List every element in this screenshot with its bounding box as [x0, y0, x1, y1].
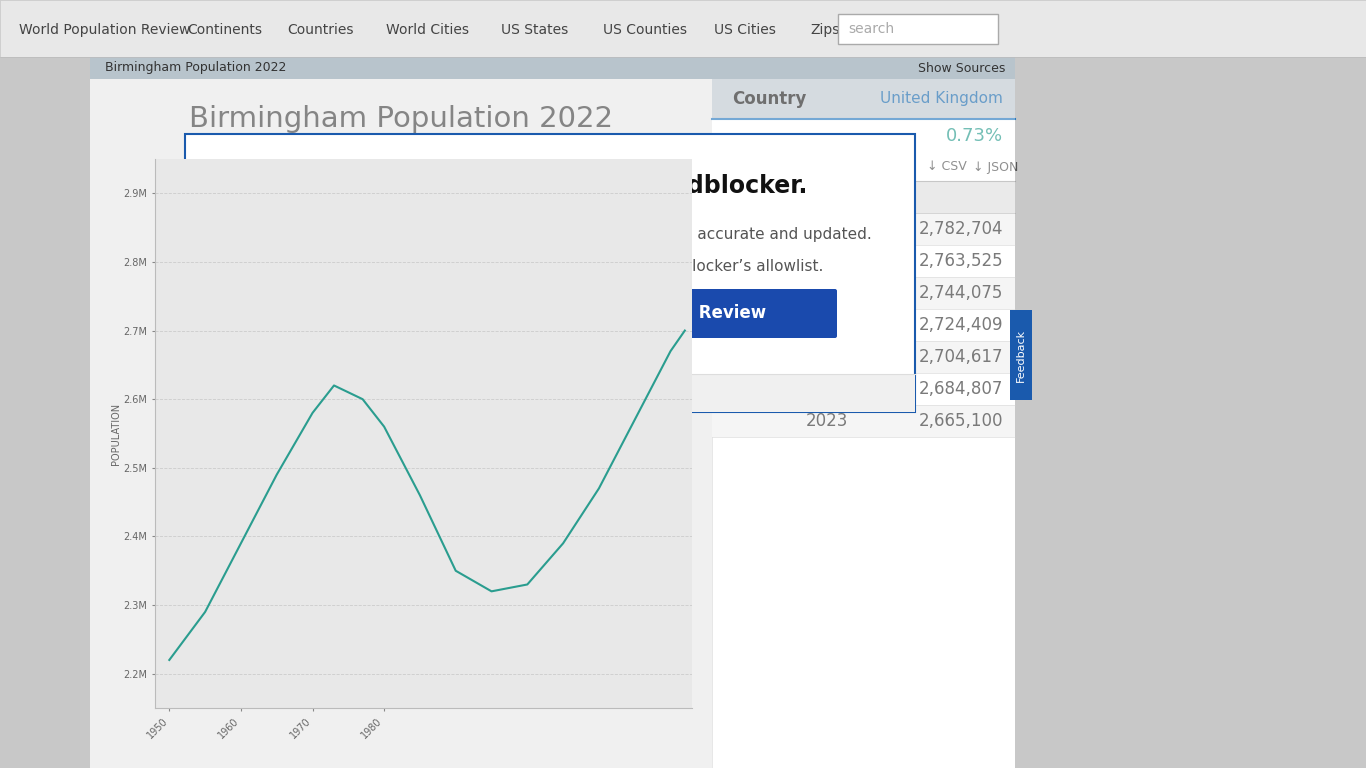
FancyBboxPatch shape	[712, 373, 1015, 405]
Text: Contact support: Contact support	[552, 386, 665, 399]
Text: 2,665,100: 2,665,100	[918, 412, 1003, 430]
Text: Continents: Continents	[187, 23, 262, 37]
Text: 2025: 2025	[806, 348, 848, 366]
Y-axis label: POPULATION: POPULATION	[111, 402, 120, 465]
Text: Feedback: Feedback	[1016, 329, 1026, 382]
Text: Zips: Zips	[810, 23, 840, 37]
Text: World Cities: World Cities	[385, 23, 469, 37]
FancyBboxPatch shape	[0, 57, 1366, 79]
Text: Show Sources: Show Sources	[918, 61, 1005, 74]
FancyBboxPatch shape	[712, 277, 1015, 309]
Text: search: search	[848, 22, 895, 36]
FancyBboxPatch shape	[712, 79, 1015, 119]
Text: 2029: 2029	[806, 220, 848, 238]
FancyBboxPatch shape	[90, 79, 712, 768]
Text: 2,704,617: 2,704,617	[918, 348, 1003, 366]
Text: Country: Country	[732, 90, 806, 108]
FancyBboxPatch shape	[264, 289, 837, 338]
FancyBboxPatch shape	[712, 119, 1015, 153]
FancyBboxPatch shape	[712, 181, 1015, 213]
Text: Birmingham Population 2022: Birmingham Population 2022	[105, 61, 287, 74]
Text: 2028: 2028	[806, 252, 848, 270]
Text: US Cities: US Cities	[714, 23, 776, 37]
FancyBboxPatch shape	[712, 245, 1015, 277]
Text: US States: US States	[501, 23, 568, 37]
FancyBboxPatch shape	[837, 14, 999, 44]
Text: US Counties: US Counties	[602, 23, 687, 37]
Text: 2024: 2024	[806, 380, 848, 398]
Text: You can help support this site by adding it to your adblocker’s allowlist.: You can help support this site by adding…	[277, 260, 824, 274]
Text: POWERED BY: POWERED BY	[484, 432, 540, 441]
FancyBboxPatch shape	[184, 374, 915, 412]
FancyBboxPatch shape	[712, 341, 1015, 373]
Text: Allow Ads & Support World Population Review: Allow Ads & Support World Population Rev…	[333, 304, 766, 323]
Text: It looks like you’re using an adblocker.: It looks like you’re using an adblocker.	[292, 174, 807, 198]
Text: Birmingham Population 2022: Birmingham Population 2022	[189, 105, 613, 133]
Text: 0.73%: 0.73%	[945, 127, 1003, 145]
Text: 2,744,075: 2,744,075	[918, 284, 1003, 302]
Text: Ads help support World Population Review, keeping our data accurate and updated.: Ads help support World Population Review…	[228, 227, 872, 241]
FancyBboxPatch shape	[712, 79, 1015, 768]
Text: Continue without disabling  |  Need help?: Continue without disabling | Need help?	[292, 386, 550, 399]
Text: 2027: 2027	[806, 284, 848, 302]
Text: Countries: Countries	[287, 23, 354, 37]
Text: Admiral: Admiral	[550, 429, 628, 447]
Text: 2,684,807: 2,684,807	[918, 380, 1003, 398]
FancyBboxPatch shape	[1009, 310, 1031, 400]
Text: ↓ JSON: ↓ JSON	[973, 161, 1019, 174]
Text: 2,763,525: 2,763,525	[918, 252, 1003, 270]
Text: 2026: 2026	[806, 316, 848, 334]
Text: World Population Review: World Population Review	[19, 23, 191, 37]
FancyBboxPatch shape	[712, 153, 1015, 181]
FancyBboxPatch shape	[184, 134, 915, 412]
Text: ↓ CSV: ↓ CSV	[928, 161, 967, 174]
FancyBboxPatch shape	[467, 417, 638, 457]
Text: 2023: 2023	[806, 412, 848, 430]
FancyBboxPatch shape	[712, 309, 1015, 341]
Text: 2,724,409: 2,724,409	[918, 316, 1003, 334]
FancyBboxPatch shape	[90, 57, 1015, 79]
FancyBboxPatch shape	[0, 0, 1366, 57]
Text: United Kingdom: United Kingdom	[880, 91, 1003, 107]
FancyBboxPatch shape	[712, 213, 1015, 245]
Text: 2,782,704: 2,782,704	[918, 220, 1003, 238]
FancyBboxPatch shape	[90, 79, 1015, 768]
FancyBboxPatch shape	[712, 405, 1015, 437]
